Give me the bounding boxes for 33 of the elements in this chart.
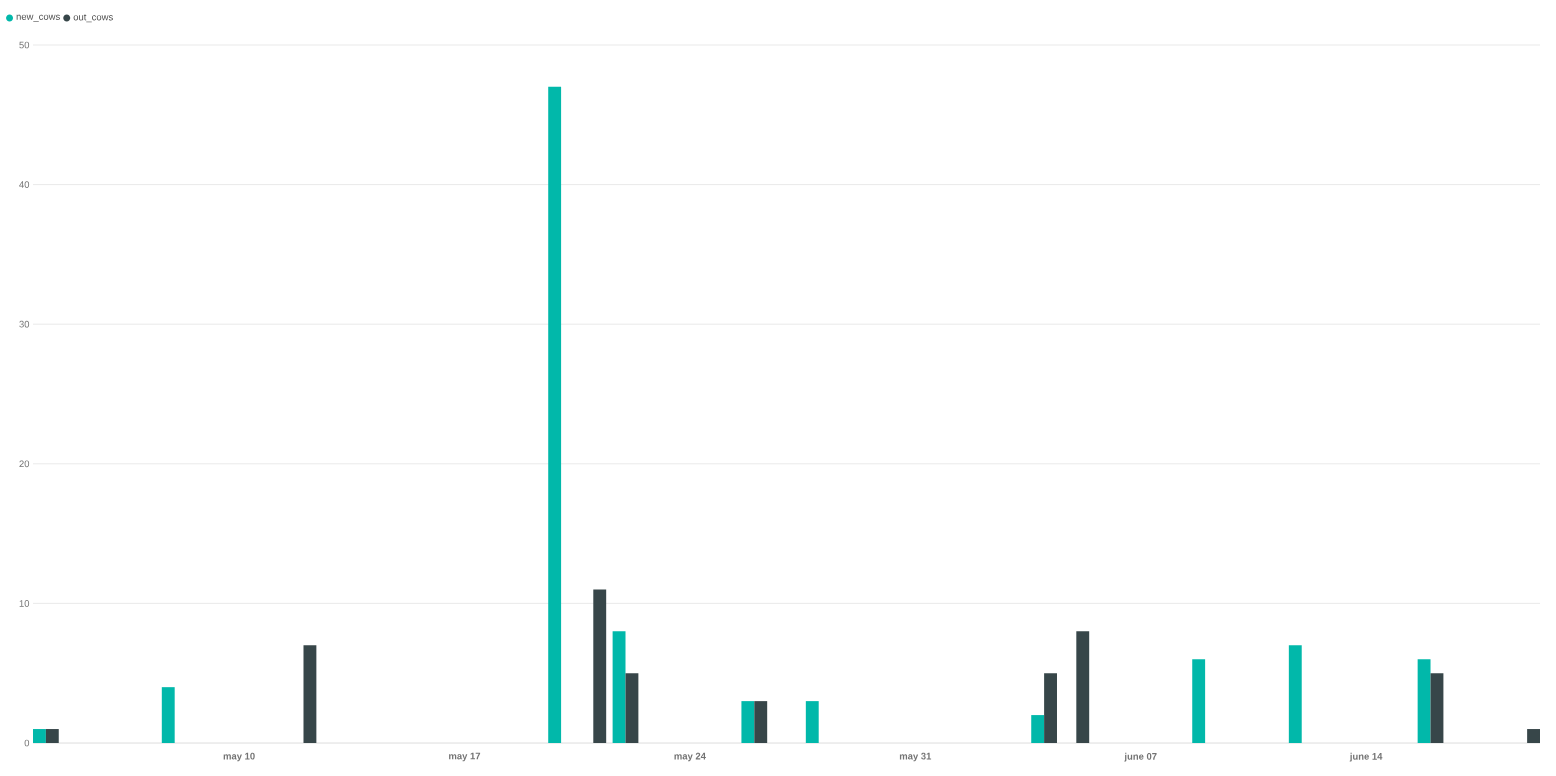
bar: [805, 701, 819, 743]
bar: [1076, 631, 1090, 743]
bar: [33, 729, 46, 743]
y-tick-label: 0: [24, 739, 30, 747]
y-tick-label: 50: [19, 41, 30, 49]
x-tick-label: may 10: [223, 752, 255, 762]
bar: [45, 729, 59, 743]
bar: [1044, 673, 1057, 743]
y-tick-label: 30: [19, 320, 30, 328]
legend-label: out_cows: [73, 14, 113, 23]
y-tick-label: 10: [19, 600, 30, 607]
bar: [593, 589, 607, 743]
bar: [741, 701, 755, 743]
bar: [548, 86, 562, 743]
bar: [1430, 673, 1444, 743]
y-tick-label: 40: [19, 181, 30, 188]
bar: [1192, 659, 1206, 743]
x-tick-label: may 17: [449, 752, 481, 762]
bar: [303, 645, 317, 743]
x-tick-label: june 14: [1349, 752, 1383, 762]
bar: [754, 701, 768, 743]
bar: [1031, 715, 1045, 743]
y-tick-label: 20: [19, 460, 30, 468]
bar: [612, 631, 626, 743]
x-tick-label: may 24: [674, 752, 706, 762]
bar: [161, 687, 175, 743]
bar: [1527, 729, 1541, 743]
x-tick-label: june 07: [1124, 752, 1157, 762]
bar: [1417, 659, 1431, 743]
legend-label: new_cows: [16, 14, 60, 22]
bar: [625, 673, 639, 743]
x-tick-label: may 31: [899, 752, 932, 762]
bar: [1288, 645, 1302, 743]
